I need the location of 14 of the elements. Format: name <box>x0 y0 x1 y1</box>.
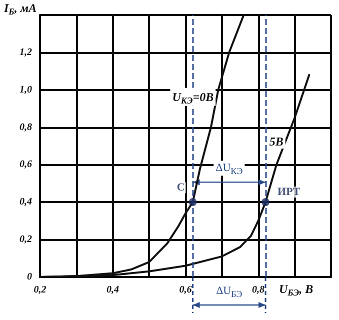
data-label: ИРТ <box>278 186 301 198</box>
series-label: 5В <box>269 134 284 149</box>
x-tick-label: 0,4 <box>106 284 119 296</box>
y-tick-label: 0,6 <box>20 159 32 170</box>
y-tick-label: 1,2 <box>20 46 32 58</box>
y-tick-label: 0,2 <box>20 234 32 246</box>
y-tick-label: 0,4 <box>20 196 32 208</box>
y-tick-label: 0 <box>27 272 32 282</box>
data-label: C <box>176 182 185 194</box>
x-tick-label: 0,6 <box>179 284 192 296</box>
y-tick-label: 1,0 <box>20 84 32 96</box>
x-tick-label: 0,2 <box>34 284 46 296</box>
y-tick-label: 0,8 <box>20 122 32 133</box>
x-tick-label: 0,8 <box>252 284 264 296</box>
